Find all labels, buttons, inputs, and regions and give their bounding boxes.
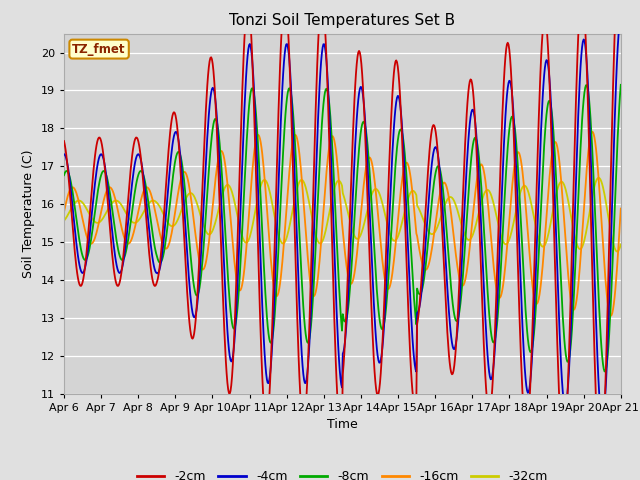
Title: Tonzi Soil Temperatures Set B: Tonzi Soil Temperatures Set B [229, 13, 456, 28]
Text: TZ_fmet: TZ_fmet [72, 43, 126, 56]
Y-axis label: Soil Temperature (C): Soil Temperature (C) [22, 149, 35, 278]
Legend: -2cm, -4cm, -8cm, -16cm, -32cm: -2cm, -4cm, -8cm, -16cm, -32cm [132, 465, 553, 480]
X-axis label: Time: Time [327, 418, 358, 431]
